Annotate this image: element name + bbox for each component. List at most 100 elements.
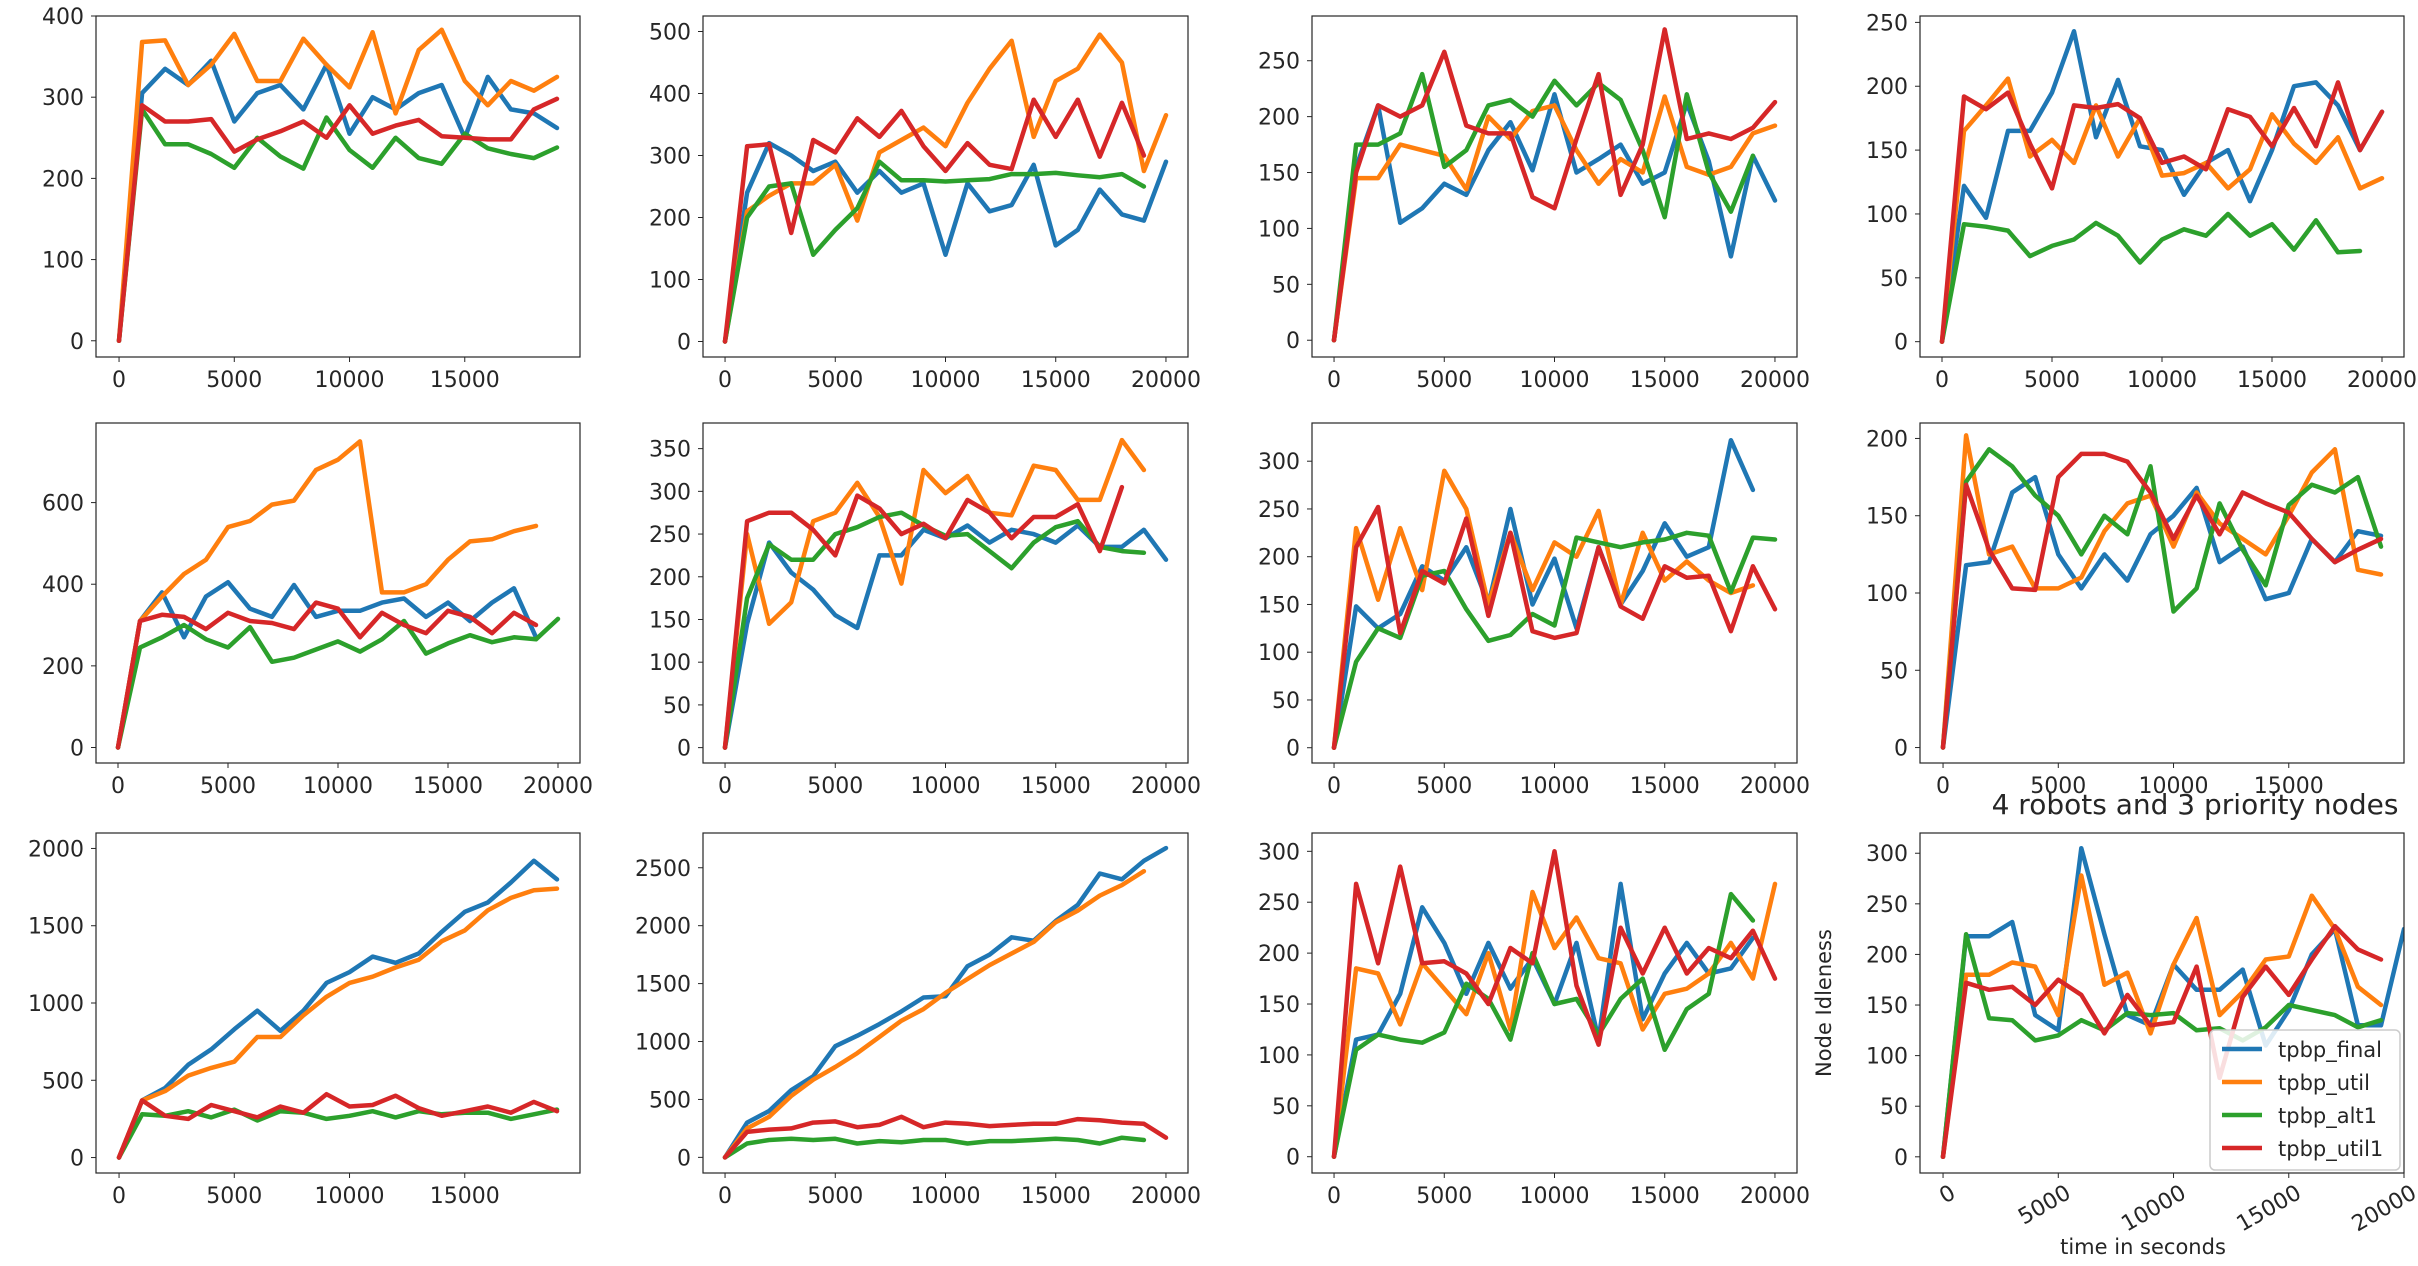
y-tick-label: 1500 <box>635 973 691 998</box>
y-tick-label: 250 <box>1258 50 1300 75</box>
figure-title: 4 robots and 3 priority nodes <box>1992 788 2399 821</box>
panel-8: 0 50 100 150 200 0 5000 10000 15000 <box>1866 422 2405 799</box>
series-line-tpbp-util1 <box>1331 849 1778 1159</box>
x-tick-label: 0 <box>1327 368 1341 393</box>
series-line-tpbp-util1 <box>722 484 1125 750</box>
y-tick-label: 250 <box>1866 893 1908 918</box>
y-tick-label: 200 <box>649 566 691 591</box>
series-line-tpbp-util <box>722 868 1147 1160</box>
y-tick-label: 300 <box>1866 842 1908 867</box>
y-tick-label: 300 <box>649 145 691 170</box>
x-tick-label: 0 <box>1936 774 1950 799</box>
y-tick-label: 100 <box>1866 582 1908 607</box>
legend: tpbp_final tpbp_util tpbp_alt1 tpbp_util… <box>2209 1029 2401 1171</box>
x-tick-label: 10000 <box>2139 774 2209 799</box>
y-tick-label: 150 <box>1258 162 1300 187</box>
y-tick-label: 100 <box>42 249 84 274</box>
panel-7: 0 50 100 150 200 250 300 0 5000 10000 15000 20000 <box>1258 422 1810 799</box>
x-tick-label: 15000 <box>1630 368 1700 393</box>
series-line-tpbp-util1 <box>1331 504 1778 750</box>
y-tick-label: 250 <box>1258 891 1300 916</box>
x-tick-label: 0 <box>111 774 125 799</box>
axes-frame <box>1311 15 1798 358</box>
y-tick-label: 500 <box>649 1088 691 1113</box>
axes-frame <box>1919 422 2405 764</box>
series-line-tpbp-alt1 <box>1940 931 2384 1160</box>
axes-frame <box>702 15 1189 358</box>
x-tick-label: 10000 <box>911 774 981 799</box>
legend-label-tpbp-util1: tpbp_util1 <box>2278 1137 2383 1162</box>
x-tick-label: 5000 <box>1416 1184 1472 1209</box>
y-tick-label: 50 <box>663 694 691 719</box>
series-line-tpbp-util <box>115 439 539 750</box>
y-tick-label: 250 <box>1866 11 1908 36</box>
y-tick-label: 100 <box>1258 641 1300 666</box>
y-tick-label: 50 <box>1272 1095 1300 1120</box>
x-tick-label: 10000 <box>911 368 981 393</box>
y-tick-label: 150 <box>649 608 691 633</box>
series-line-tpbp-util <box>1940 433 2384 750</box>
y-tick-label: 0 <box>1894 331 1908 356</box>
x-tick-label: 10000 <box>315 1184 385 1209</box>
x-tick-label: 15000 <box>2254 774 2324 799</box>
x-tick-label: 20000 <box>1740 774 1810 799</box>
axes-frame <box>702 422 1189 764</box>
panel-5: 0 200 400 600 0 5000 10000 15000 20000 <box>42 422 593 799</box>
series-line-tpbp-util <box>722 437 1147 750</box>
y-tick-label: 0 <box>70 1147 84 1172</box>
series-line-tpbp-util1 <box>116 1091 560 1160</box>
panel-11: 0 50 100 150 200 250 300 0 5000 10000 15000 20000 <box>1258 832 1810 1209</box>
y-tick-label: 200 <box>1258 106 1300 131</box>
panel-10: 0 500 1000 1500 2000 2500 0 5000 10000 15000 20000 <box>635 832 1201 1209</box>
legend-label-tpbp-util: tpbp_util <box>2278 1071 2370 1096</box>
x-tick-label: 20000 <box>1131 368 1201 393</box>
y-tick-label: 50 <box>1272 273 1300 298</box>
series-line-tpbp-util <box>116 27 560 344</box>
x-axis-label: time in seconds <box>2060 1235 2226 1259</box>
y-tick-label: 200 <box>42 167 84 192</box>
x-tick-label: 10000 <box>303 774 373 799</box>
series-line-tpbp-util <box>1940 873 2384 1160</box>
y-tick-label: 0 <box>1894 737 1908 762</box>
y-tick-label: 200 <box>42 655 84 680</box>
panel-9: 0 500 1000 1500 2000 0 5000 10000 15000 <box>28 832 581 1209</box>
axes-frame <box>1919 832 2405 1174</box>
y-tick-label: 0 <box>1286 329 1300 354</box>
x-tick-label: 0 <box>718 368 732 393</box>
legend-label-tpbp-alt1: tpbp_alt1 <box>2278 1104 2377 1129</box>
y-tick-label: 2500 <box>635 857 691 882</box>
x-tick-label: 10000 <box>1520 1184 1590 1209</box>
x-tick-label: 5000 <box>206 1184 262 1209</box>
y-tick-label: 50 <box>1880 659 1908 684</box>
panel-4: 0 50 100 150 200 250 0 5000 10000 15000 20000 <box>1866 11 2417 393</box>
y-tick-label: 0 <box>1894 1146 1908 1171</box>
y-tick-label: 100 <box>649 269 691 294</box>
y-tick-label: 0 <box>70 330 84 355</box>
x-tick-label: 15000 <box>1630 774 1700 799</box>
axes-frame <box>1311 832 1798 1174</box>
y-tick-label: 0 <box>70 736 84 761</box>
y-tick-label: 150 <box>1258 593 1300 618</box>
y-tick-label: 100 <box>1258 1044 1300 1069</box>
y-tick-label: 100 <box>1866 1045 1908 1070</box>
series-line-tpbp-util1 <box>1939 80 2385 344</box>
x-tick-label: 15000 <box>2237 368 2307 393</box>
series-line-tpbp-util1 <box>722 1114 1169 1160</box>
y-tick-label: 1000 <box>635 1031 691 1056</box>
y-tick-label: 350 <box>649 438 691 463</box>
x-tick-label: 10000 <box>1520 774 1590 799</box>
y-tick-label: 100 <box>1258 217 1300 242</box>
y-tick-label: 300 <box>1258 450 1300 475</box>
series-line-tpbp-util1 <box>115 600 539 750</box>
x-tick-label: 10000 <box>2127 368 2197 393</box>
x-tick-label: 15000 <box>430 1184 500 1209</box>
y-tick-label: 2000 <box>635 915 691 940</box>
x-tick-label: 15000 <box>1021 1184 1091 1209</box>
series-line-tpbp-alt1 <box>722 1135 1147 1160</box>
x-tick-label: 5000 <box>200 774 256 799</box>
y-tick-label: 0 <box>677 737 691 762</box>
